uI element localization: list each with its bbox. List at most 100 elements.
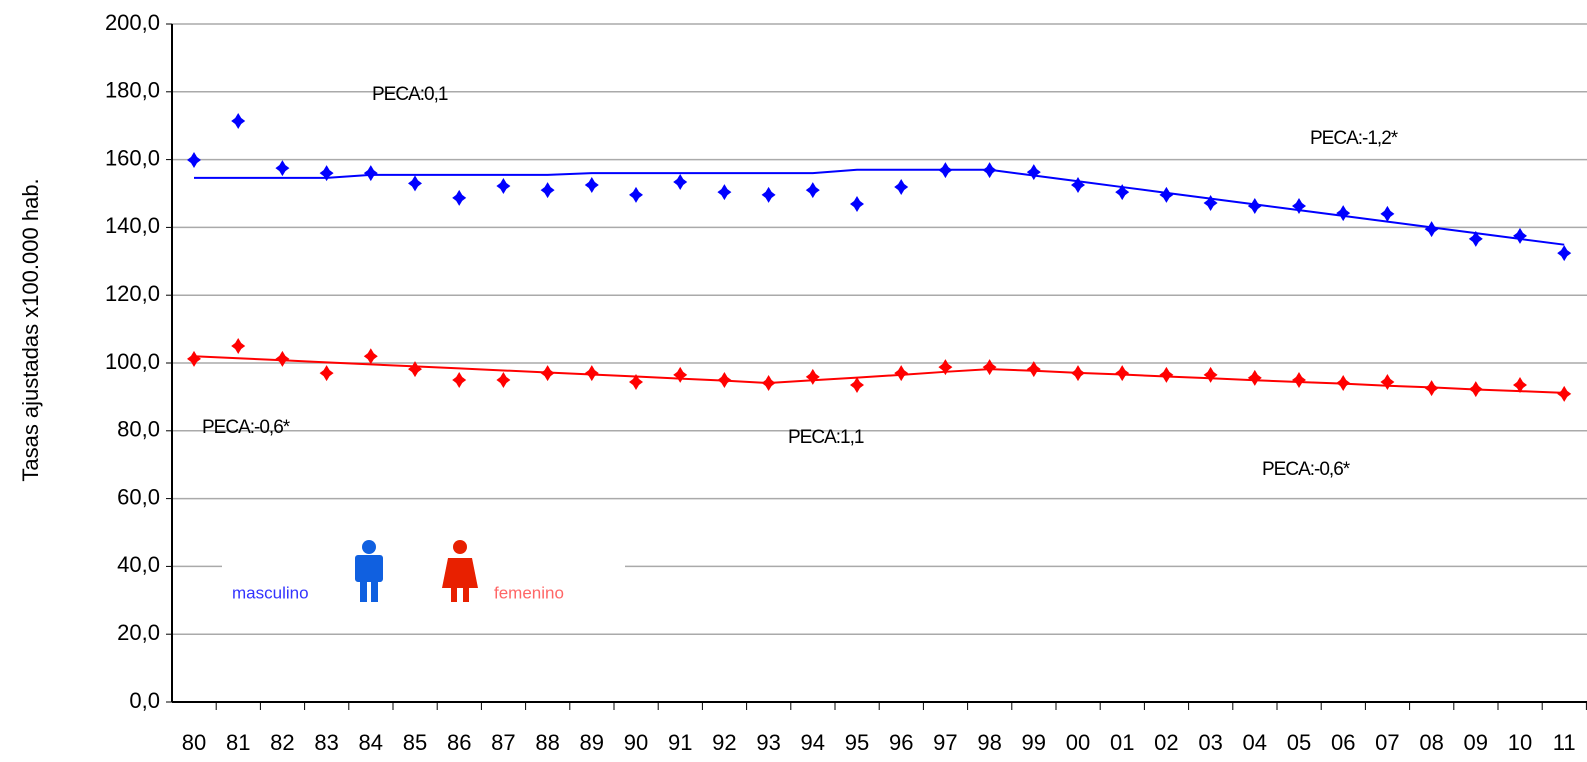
y-tick-label: 180,0 xyxy=(105,78,160,103)
data-point xyxy=(1424,380,1439,397)
data-point xyxy=(187,350,201,367)
data-point xyxy=(1115,365,1130,382)
y-tick-label: 160,0 xyxy=(105,145,160,170)
x-tick-label: 80 xyxy=(182,730,206,755)
x-tick-label: 81 xyxy=(226,730,250,755)
annotation: PECA:-0,6* xyxy=(1262,459,1351,480)
data-point xyxy=(850,196,864,213)
data-point xyxy=(982,162,997,179)
data-point xyxy=(1026,361,1041,378)
x-tick-label: 00 xyxy=(1066,730,1090,755)
data-point xyxy=(1026,164,1041,181)
y-tick-label: 0,0 xyxy=(129,688,160,713)
x-tick-label: 92 xyxy=(712,730,736,755)
y-axis-label: Tasas ajustadas x100.000 hab. xyxy=(18,178,43,481)
x-tick-label: 93 xyxy=(756,730,780,755)
trend-line xyxy=(194,168,1565,246)
data-point xyxy=(1292,198,1306,215)
data-point xyxy=(982,359,997,376)
annotation: PECA:-1,2* xyxy=(1310,128,1399,149)
x-tick-label: 90 xyxy=(624,730,648,755)
x-tick-label: 97 xyxy=(933,730,957,755)
y-tick-label: 100,0 xyxy=(105,349,160,374)
x-tick-label: 07 xyxy=(1375,730,1399,755)
data-point xyxy=(1557,385,1572,402)
x-tick-label: 99 xyxy=(1022,730,1046,755)
data-point xyxy=(938,359,953,376)
data-point xyxy=(1115,184,1130,201)
data-point xyxy=(363,348,378,365)
x-tick-label: 08 xyxy=(1419,730,1443,755)
data-point xyxy=(894,179,909,196)
x-tick-label: 03 xyxy=(1198,730,1222,755)
data-point xyxy=(496,371,511,388)
x-tick-label: 95 xyxy=(845,730,869,755)
data-point xyxy=(1336,205,1351,222)
data-point xyxy=(629,373,643,390)
data-point xyxy=(275,350,290,367)
legend-male-icon xyxy=(355,540,383,602)
x-tick-label: 91 xyxy=(668,730,692,755)
data-point xyxy=(1336,375,1351,392)
annotation: PECA:1,1 xyxy=(788,427,864,448)
data-point xyxy=(1292,371,1306,388)
data-point xyxy=(1468,381,1483,398)
y-tick-label: 40,0 xyxy=(117,552,160,577)
legend-female-icon xyxy=(442,540,478,602)
x-tick-label: 05 xyxy=(1287,730,1311,755)
data-point xyxy=(187,151,201,168)
grid xyxy=(172,23,1587,635)
data-point xyxy=(1159,366,1174,383)
y-tick-label: 120,0 xyxy=(105,281,160,306)
x-tick-label: 84 xyxy=(359,730,383,755)
x-tick-label: 98 xyxy=(977,730,1001,755)
x-tick-label: 96 xyxy=(889,730,913,755)
data-point xyxy=(1203,366,1218,383)
x-tick-label: 01 xyxy=(1110,730,1134,755)
x-tick-label: 85 xyxy=(403,730,427,755)
y-tick-label: 60,0 xyxy=(117,484,160,509)
annotation: PECA:0,1 xyxy=(372,84,448,105)
data-point xyxy=(850,377,864,394)
data-point xyxy=(319,365,334,382)
x-tick-label: 83 xyxy=(314,730,338,755)
data-point xyxy=(717,184,732,201)
data-point xyxy=(1468,230,1483,247)
data-point xyxy=(673,173,688,190)
x-tick-label: 04 xyxy=(1243,730,1267,755)
data-point xyxy=(496,178,511,195)
data-point xyxy=(540,365,555,382)
data-point xyxy=(363,165,378,182)
legend-box xyxy=(222,545,625,633)
data-point xyxy=(408,175,422,192)
y-tick-label: 140,0 xyxy=(105,213,160,238)
data-point xyxy=(938,162,953,179)
data-point xyxy=(673,366,688,383)
data-point xyxy=(319,165,334,182)
x-tick-label: 02 xyxy=(1154,730,1178,755)
x-tick-label: 09 xyxy=(1464,730,1488,755)
data-point xyxy=(1513,377,1527,394)
data-point xyxy=(231,112,246,129)
data-point xyxy=(1247,198,1262,215)
data-point xyxy=(1159,186,1174,203)
data-point xyxy=(1247,369,1262,386)
data-point xyxy=(1203,194,1218,211)
annotation: PECA:-0,6* xyxy=(202,417,291,438)
data-point xyxy=(1380,205,1395,222)
data-point xyxy=(408,361,422,378)
data-point xyxy=(1071,177,1085,194)
data-point xyxy=(717,371,732,388)
x-tick-label: 88 xyxy=(535,730,559,755)
x-tick-label: 11 xyxy=(1553,730,1576,755)
legend-label: femenino xyxy=(494,583,564,602)
data-point xyxy=(1557,245,1572,262)
y-tick-label: 80,0 xyxy=(117,417,160,442)
data-point xyxy=(1071,365,1085,382)
x-tick-label: 06 xyxy=(1331,730,1355,755)
data-point xyxy=(584,365,599,382)
data-point xyxy=(584,177,599,194)
x-tick-label: 87 xyxy=(491,730,515,755)
x-tick-label: 82 xyxy=(270,730,294,755)
